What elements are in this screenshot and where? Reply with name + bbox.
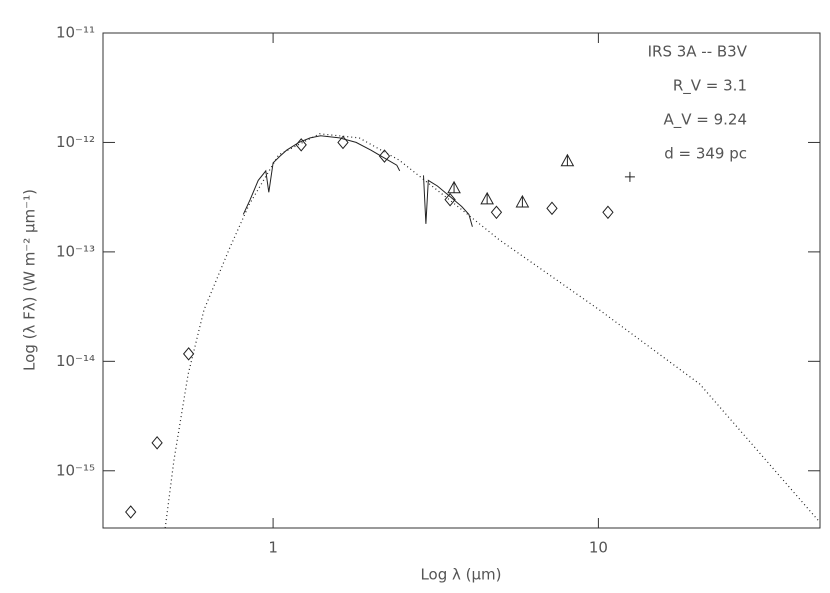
diamond-shape — [125, 505, 137, 519]
marker-diamond — [125, 505, 137, 519]
series-line — [164, 133, 821, 529]
plot-frame — [102, 32, 821, 529]
diamond-shape — [546, 201, 558, 216]
annotation: R_V = 3.1 — [673, 77, 747, 96]
diamond-shape — [151, 436, 163, 450]
diamond-shape — [337, 135, 349, 150]
marker-diamond — [490, 205, 503, 220]
series-line — [242, 135, 473, 227]
x-tick-label: 10 — [589, 539, 608, 557]
marker-diamond — [378, 149, 391, 163]
annotation: A_V = 9.24 — [663, 111, 747, 130]
diamond-shape — [490, 205, 503, 220]
marker-diamond — [546, 201, 558, 216]
marker-diamond — [444, 192, 456, 207]
diamond-shape — [182, 347, 195, 361]
annotation: IRS 3A -- B3V — [648, 43, 748, 61]
diamond-shape — [378, 149, 391, 163]
marker-triangle — [447, 180, 461, 194]
x-axis-label: Log λ (μm) — [420, 566, 501, 584]
marker-diamond — [151, 436, 163, 450]
marker-diamond — [182, 347, 195, 361]
y-tick-label: 10⁻¹³ — [56, 242, 95, 260]
marker-triangle — [515, 194, 530, 208]
y-tick-label: 10⁻¹¹ — [56, 24, 95, 42]
y-axis-label: Log (λ Fλ) (W m⁻² μm⁻¹) — [21, 189, 39, 371]
marker-diamond — [602, 205, 614, 220]
diamond-shape — [295, 138, 307, 152]
annotation: d = 349 pc — [664, 145, 747, 163]
plus-shape — [624, 171, 635, 182]
marker-diamond — [337, 135, 349, 150]
x-tick-label: 1 — [268, 539, 278, 557]
y-tick-label: 10⁻¹⁴ — [56, 352, 95, 370]
marker-triangle — [560, 153, 575, 167]
marker-diamond — [295, 138, 307, 152]
marker-plus — [624, 171, 635, 182]
y-tick-label: 10⁻¹⁵ — [56, 461, 95, 479]
diamond-shape — [444, 192, 456, 207]
marker-triangle — [480, 191, 494, 205]
diamond-shape — [602, 205, 614, 220]
y-tick-label: 10⁻¹² — [56, 133, 95, 151]
